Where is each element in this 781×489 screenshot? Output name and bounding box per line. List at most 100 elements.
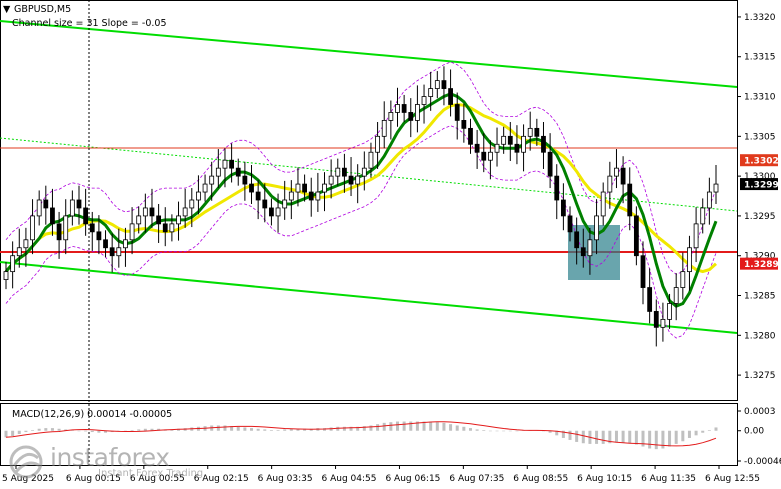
macd-bar <box>648 430 652 449</box>
candle <box>388 100 394 140</box>
time-tick-label: 6 Aug 11:35 <box>641 474 696 484</box>
candle <box>673 273 679 321</box>
macd-bar <box>681 430 685 442</box>
candle <box>521 124 526 172</box>
macd-bar <box>714 427 718 431</box>
candle <box>162 207 168 247</box>
candle <box>501 126 507 154</box>
envelope-layer <box>5 61 717 339</box>
candle <box>560 183 566 231</box>
macd-bar <box>568 430 572 440</box>
price-tick-label: 1.3295 <box>744 212 776 222</box>
candle <box>454 92 460 140</box>
candle <box>401 94 407 122</box>
macd-tick-label: 0.0003 <box>744 407 776 417</box>
candle <box>255 180 261 220</box>
macd-bar <box>674 430 678 444</box>
candle <box>69 190 75 226</box>
candle <box>89 211 95 251</box>
candle <box>614 149 619 189</box>
candle <box>275 193 281 233</box>
candle <box>481 133 487 173</box>
candle <box>222 148 228 188</box>
macd-bar <box>687 430 691 438</box>
candle <box>129 207 135 255</box>
macd-bar <box>442 422 446 431</box>
candle <box>295 167 301 207</box>
macd-bar <box>24 430 28 433</box>
macd-bar <box>137 429 141 431</box>
macd-bar <box>502 430 506 432</box>
candle <box>368 142 374 178</box>
candle <box>209 161 215 201</box>
candle <box>415 85 420 133</box>
macd-bar <box>449 424 453 431</box>
time-tick-label: 6 Aug 10:15 <box>577 474 632 484</box>
macd-bar <box>707 430 711 431</box>
candle <box>687 235 692 291</box>
price-badges: 1.3302 1.3299 1.3289 <box>740 154 779 270</box>
candle <box>83 188 89 236</box>
candle <box>176 201 181 241</box>
macd-bar <box>256 428 260 431</box>
candle <box>328 159 334 199</box>
candle <box>36 190 42 226</box>
channel-mid-line <box>0 137 738 212</box>
macd-bar <box>369 425 373 431</box>
price-tick-label: 1.3315 <box>744 53 776 63</box>
instaforex-tagline: Instant Forex Trading <box>98 468 204 479</box>
candle <box>375 122 380 169</box>
macd-bar <box>250 428 254 431</box>
macd-bar <box>97 430 101 433</box>
candle <box>196 175 201 215</box>
candle <box>249 164 254 204</box>
macd-bar <box>11 430 15 436</box>
price-badge-label: 1.3299 <box>744 181 779 191</box>
candle <box>136 206 142 234</box>
macd-bar <box>468 428 472 431</box>
candle <box>574 217 580 265</box>
macd-bar <box>614 430 618 443</box>
macd-bar <box>296 428 300 431</box>
time-tick-label: 6 Aug 00:15 <box>66 474 121 484</box>
price-badge: 1.3289 <box>740 257 779 270</box>
macd-bar <box>303 428 307 431</box>
price-tick-label: 1.3275 <box>744 371 776 381</box>
candle <box>627 167 633 231</box>
main-pane-frame <box>0 0 738 401</box>
candle <box>229 143 235 183</box>
candle <box>109 233 115 273</box>
macd-bar <box>349 426 353 431</box>
macd-bar <box>37 428 41 431</box>
candle <box>189 188 195 228</box>
candle <box>269 198 274 226</box>
candle <box>534 118 540 146</box>
candle <box>487 140 493 180</box>
macd-bar <box>422 421 426 431</box>
macd-bar <box>342 426 346 431</box>
macd-bar <box>601 430 605 444</box>
candle <box>156 203 162 243</box>
macd-bar <box>356 426 360 431</box>
macd-bar <box>409 421 413 431</box>
indicator-label: Channel size = 31 Slope = -0.05 <box>12 18 167 29</box>
macd-bar <box>628 430 632 444</box>
candle <box>381 101 387 149</box>
candle <box>541 122 546 169</box>
time-tick-label: 6 Aug 06:15 <box>385 474 440 484</box>
macd-bar <box>77 430 81 432</box>
candle <box>653 299 659 347</box>
macd-bar <box>455 425 459 431</box>
macd-bar <box>661 430 665 449</box>
candle <box>103 230 108 258</box>
candle <box>123 227 128 267</box>
candle <box>142 193 148 233</box>
macd-bar <box>641 430 645 447</box>
time-tick-label: 5 Aug 2025 <box>2 474 54 484</box>
macd-bar <box>415 421 419 431</box>
candle <box>567 206 573 242</box>
candle <box>50 188 55 236</box>
macd-bar <box>495 430 499 432</box>
instaforex-logo: instaforex Instant Forex Trading <box>6 444 203 480</box>
